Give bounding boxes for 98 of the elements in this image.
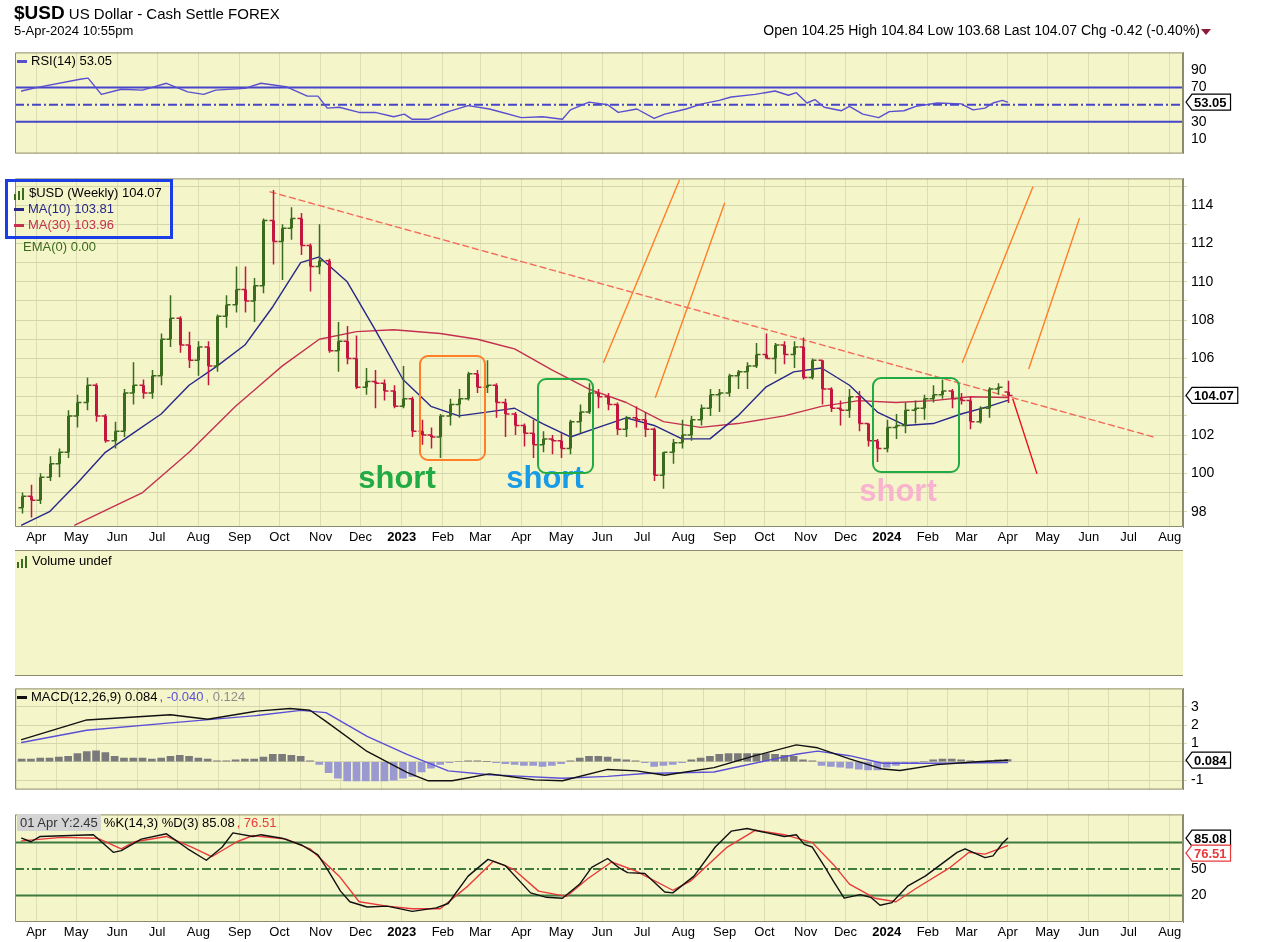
y-tick-label: 114: [1191, 196, 1214, 213]
x-tick-label: Feb: [916, 529, 940, 545]
annotation: EMA(0) 0.00: [23, 239, 97, 255]
series-label: , 76.51: [236, 815, 277, 831]
text: 85.08: [1194, 830, 1227, 846]
x-tick-label: Oct: [754, 924, 775, 940]
y-tick-label: 50: [1191, 859, 1207, 876]
annotation: 01 Apr Y:2.45: [17, 814, 101, 832]
x-tick-label: 2024: [872, 529, 902, 545]
x-tick-label: Apr: [997, 924, 1019, 940]
y-tick-label: 112: [1191, 234, 1214, 251]
x-tick-label: Nov: [309, 924, 333, 940]
x-tick-label: Jul: [633, 529, 651, 545]
x-tick-label: 2024: [872, 924, 902, 940]
y-tick-label: -1: [1191, 770, 1204, 787]
text: , 0.124: [205, 689, 246, 705]
x-tick-label: Oct: [269, 924, 290, 940]
y-tick-label: 100: [1191, 464, 1215, 481]
x-tick-label: Apr: [997, 529, 1019, 545]
x-tick-label: Aug: [671, 924, 695, 940]
x-tick-label: Nov: [794, 529, 818, 545]
y-tick-label: 10: [1191, 129, 1207, 146]
y-tick-label: 2: [1191, 715, 1199, 732]
y-tick-label: 110: [1191, 272, 1214, 289]
x-tick-label: Jul: [148, 924, 166, 940]
x-tick-label: Jul: [1120, 924, 1137, 940]
x-tick-label: Jun: [106, 924, 128, 940]
x-tick-label: Apr: [511, 924, 533, 940]
y-tick-label: 108: [1191, 311, 1215, 327]
x-tick-label: Mar: [468, 529, 492, 545]
x-tick-label: 2023: [387, 529, 417, 545]
x-tick-label: Feb: [431, 529, 455, 545]
x-tick-label: Mar: [955, 924, 979, 940]
x-tick-label: Aug: [1158, 924, 1182, 940]
x-tick-label: May: [1035, 529, 1061, 545]
x-tick-label: Dec: [348, 924, 373, 940]
x-tick-label: Jun: [106, 529, 128, 545]
x-tick-label: Nov: [794, 924, 818, 940]
x-tick-label: Jul: [1120, 529, 1137, 545]
chart-title: $USD US Dollar - Cash Settle FOREX: [14, 2, 280, 23]
x-tick-label: Sep: [713, 924, 737, 940]
x-tick-label: Aug: [186, 924, 210, 940]
legend-label: RSI(14) 53.05: [31, 53, 112, 69]
annotation: short: [358, 460, 436, 495]
y-tick-label: 1: [1191, 734, 1199, 751]
x-tick-label: Nov: [309, 529, 333, 545]
legend-label: $USD (Weekly) 104.07: [29, 185, 162, 201]
x-tick-label: Dec: [348, 529, 373, 545]
text: 0.084: [1194, 752, 1228, 768]
x-tick-label: 2023: [387, 924, 417, 940]
y-tick-label: 98: [1191, 502, 1207, 519]
x-tick-label: Oct: [269, 529, 290, 545]
x-tick-label: Aug: [671, 529, 695, 545]
x-tick-label: Feb: [916, 924, 940, 940]
x-tick-label: May: [63, 924, 89, 940]
x-tick-label: Mar: [468, 924, 492, 940]
x-tick-label: Apr: [26, 924, 48, 940]
y-tick-label: 3: [1191, 697, 1199, 714]
x-tick-label: Feb: [431, 924, 455, 940]
y-tick-label: 102: [1191, 425, 1215, 442]
series-label: %K(14,3) %D(3) 85.08: [103, 815, 235, 831]
text: 53.05: [1194, 94, 1227, 110]
y-tick-label: 90: [1191, 61, 1207, 78]
legend-label: MACD(12,26,9) 0.084: [31, 689, 158, 705]
y-tick-label: 20: [1191, 886, 1207, 903]
text: 104.07: [1194, 387, 1234, 403]
x-tick-label: Apr: [26, 529, 48, 545]
text: Volume undef: [32, 553, 112, 568]
x-tick-label: May: [548, 529, 574, 545]
legend-label: MA(10) 103.81: [28, 201, 114, 217]
y-tick-label: 106: [1191, 349, 1215, 366]
x-tick-label: Mar: [955, 529, 979, 545]
x-tick-label: May: [548, 924, 574, 940]
x-tick-label: Apr: [511, 529, 533, 545]
x-tick-label: Jun: [591, 924, 613, 940]
x-tick-label: Sep: [227, 924, 252, 940]
x-tick-label: Dec: [833, 529, 858, 545]
x-tick-label: Dec: [833, 924, 858, 940]
x-tick-label: Aug: [1158, 529, 1182, 545]
text: Open 104.25 High 104.84 Low 103.68 Last 104.07 Chg -0.42 (-0.40%): [763, 22, 1200, 38]
x-tick-label: Sep: [713, 529, 737, 545]
text: 76.51: [1194, 845, 1227, 861]
chart-subtitle: 5-Apr-2024 10:55pm: [14, 23, 134, 38]
x-tick-label: Jun: [1078, 529, 1100, 545]
x-tick-label: Sep: [227, 529, 252, 545]
x-tick-label: May: [63, 529, 89, 545]
series-label: , -0.040: [159, 689, 204, 705]
x-tick-label: Oct: [754, 529, 775, 545]
y-tick-label: 30: [1191, 112, 1207, 129]
x-tick-label: Jul: [148, 529, 166, 545]
legend-label: MA(30) 103.96: [28, 217, 114, 233]
x-tick-label: Jul: [633, 924, 651, 940]
x-tick-label: Jun: [591, 529, 613, 545]
annotation: short: [859, 473, 937, 508]
x-tick-label: May: [1035, 924, 1061, 940]
x-tick-label: Aug: [186, 529, 210, 545]
x-tick-label: Jun: [1078, 924, 1100, 940]
y-tick-label: 70: [1191, 78, 1207, 95]
